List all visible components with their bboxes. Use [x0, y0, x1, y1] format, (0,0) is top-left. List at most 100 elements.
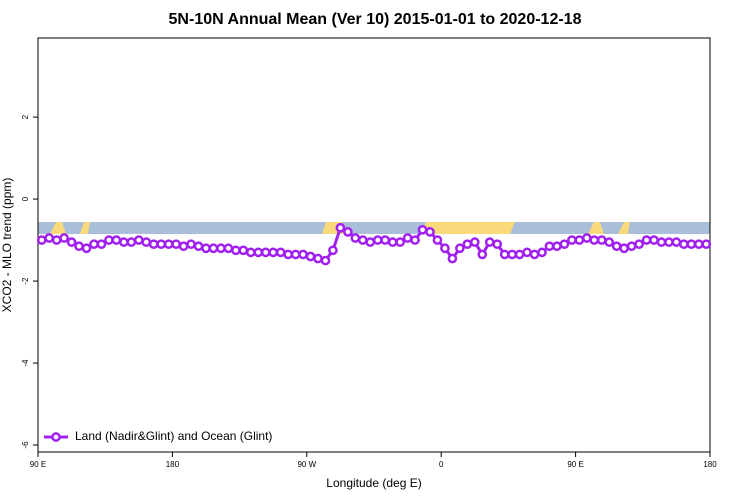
land-patch [420, 222, 515, 234]
data-point [499, 249, 510, 260]
data-point [126, 237, 137, 247]
data-point [559, 239, 570, 250]
y-tick-label: 2 [21, 114, 30, 119]
data-point [260, 247, 271, 258]
data-point [596, 235, 607, 245]
data-point [484, 237, 495, 247]
data-point [641, 235, 652, 245]
data-point [611, 241, 622, 252]
data-point [133, 235, 144, 245]
data-point [305, 251, 316, 262]
data-point [440, 243, 450, 254]
data-point [193, 241, 204, 252]
data-point [365, 237, 376, 247]
land-patch [588, 222, 604, 234]
data-point [357, 235, 368, 245]
x-tick-label: 90 E [567, 460, 583, 469]
land-patch [618, 222, 630, 234]
data-point [350, 233, 361, 243]
data-point [432, 235, 443, 245]
data-point [425, 227, 435, 237]
data-point [245, 247, 256, 258]
data-point [290, 249, 301, 260]
data-point [649, 235, 659, 245]
y-tick-label: -6 [21, 441, 30, 449]
data-point [492, 239, 503, 250]
data-point [36, 235, 47, 245]
data-point [701, 239, 712, 250]
data-point [283, 249, 293, 260]
data-point [208, 243, 219, 254]
y-tick-label: -4 [21, 359, 30, 367]
x-tick-label: 90 E [30, 460, 46, 469]
x-tick-label: 180 [703, 460, 717, 469]
data-point [664, 237, 674, 247]
data-point [328, 245, 338, 256]
data-point [537, 247, 547, 258]
x-tick-label: 90 W [297, 460, 316, 469]
data-point [679, 239, 689, 250]
data-point [604, 237, 615, 247]
data-point [693, 239, 704, 250]
data-point [59, 233, 69, 243]
data-point [223, 243, 234, 254]
data-point [313, 253, 323, 264]
data-point [141, 237, 152, 247]
data-point [372, 235, 383, 245]
data-point [268, 247, 279, 258]
legend-marker [51, 432, 61, 442]
map-strip [38, 222, 710, 234]
data-point [275, 247, 286, 258]
data-point [66, 237, 77, 247]
data-point [410, 235, 420, 245]
data-point [529, 249, 540, 260]
data-point [104, 235, 114, 245]
land-patch [50, 222, 66, 234]
data-point [402, 233, 413, 243]
ocean-strip [38, 222, 710, 234]
data-point [119, 237, 129, 247]
data-point [89, 239, 99, 250]
data-point [171, 239, 181, 250]
data-point [395, 237, 405, 247]
x-tick-label: 0 [439, 460, 444, 469]
data-point [686, 239, 697, 250]
data-point [671, 237, 682, 247]
data-point [186, 239, 196, 250]
data-point [567, 235, 577, 245]
data-point [148, 239, 159, 250]
data-point [514, 249, 525, 260]
data-point [231, 245, 241, 256]
data-point [51, 235, 62, 245]
data-point [163, 239, 174, 250]
data-point [574, 235, 585, 245]
y-tick-label: 0 [21, 196, 30, 201]
data-point [447, 253, 458, 264]
y-axis-label: XCO2 - MLO trend (ppm) [0, 178, 14, 313]
data-point [581, 233, 592, 243]
data-point [96, 239, 107, 250]
data-point [44, 233, 55, 243]
data-point [74, 241, 84, 252]
x-axis-label: Longitude (deg E) [326, 476, 421, 490]
data-point [387, 237, 398, 247]
data-point [178, 241, 189, 252]
legend-label: Land (Nadir&Glint) and Ocean (Glint) [75, 429, 272, 443]
data-point [634, 239, 644, 250]
data-point [320, 255, 331, 266]
data-point [462, 239, 473, 250]
data-point [626, 241, 637, 252]
data-point [522, 247, 532, 258]
data-point [335, 222, 346, 233]
data-point [589, 235, 600, 245]
data-point [455, 243, 465, 254]
data-point [507, 249, 517, 260]
land-patch [80, 222, 90, 234]
data-point [656, 237, 667, 247]
y-tick-label: -2 [21, 277, 30, 285]
chart-title: 5N-10N Annual Mean (Ver 10) 2015-01-01 t… [169, 11, 582, 28]
data-point [216, 243, 226, 254]
data-point [111, 235, 122, 245]
data-point [238, 245, 249, 256]
